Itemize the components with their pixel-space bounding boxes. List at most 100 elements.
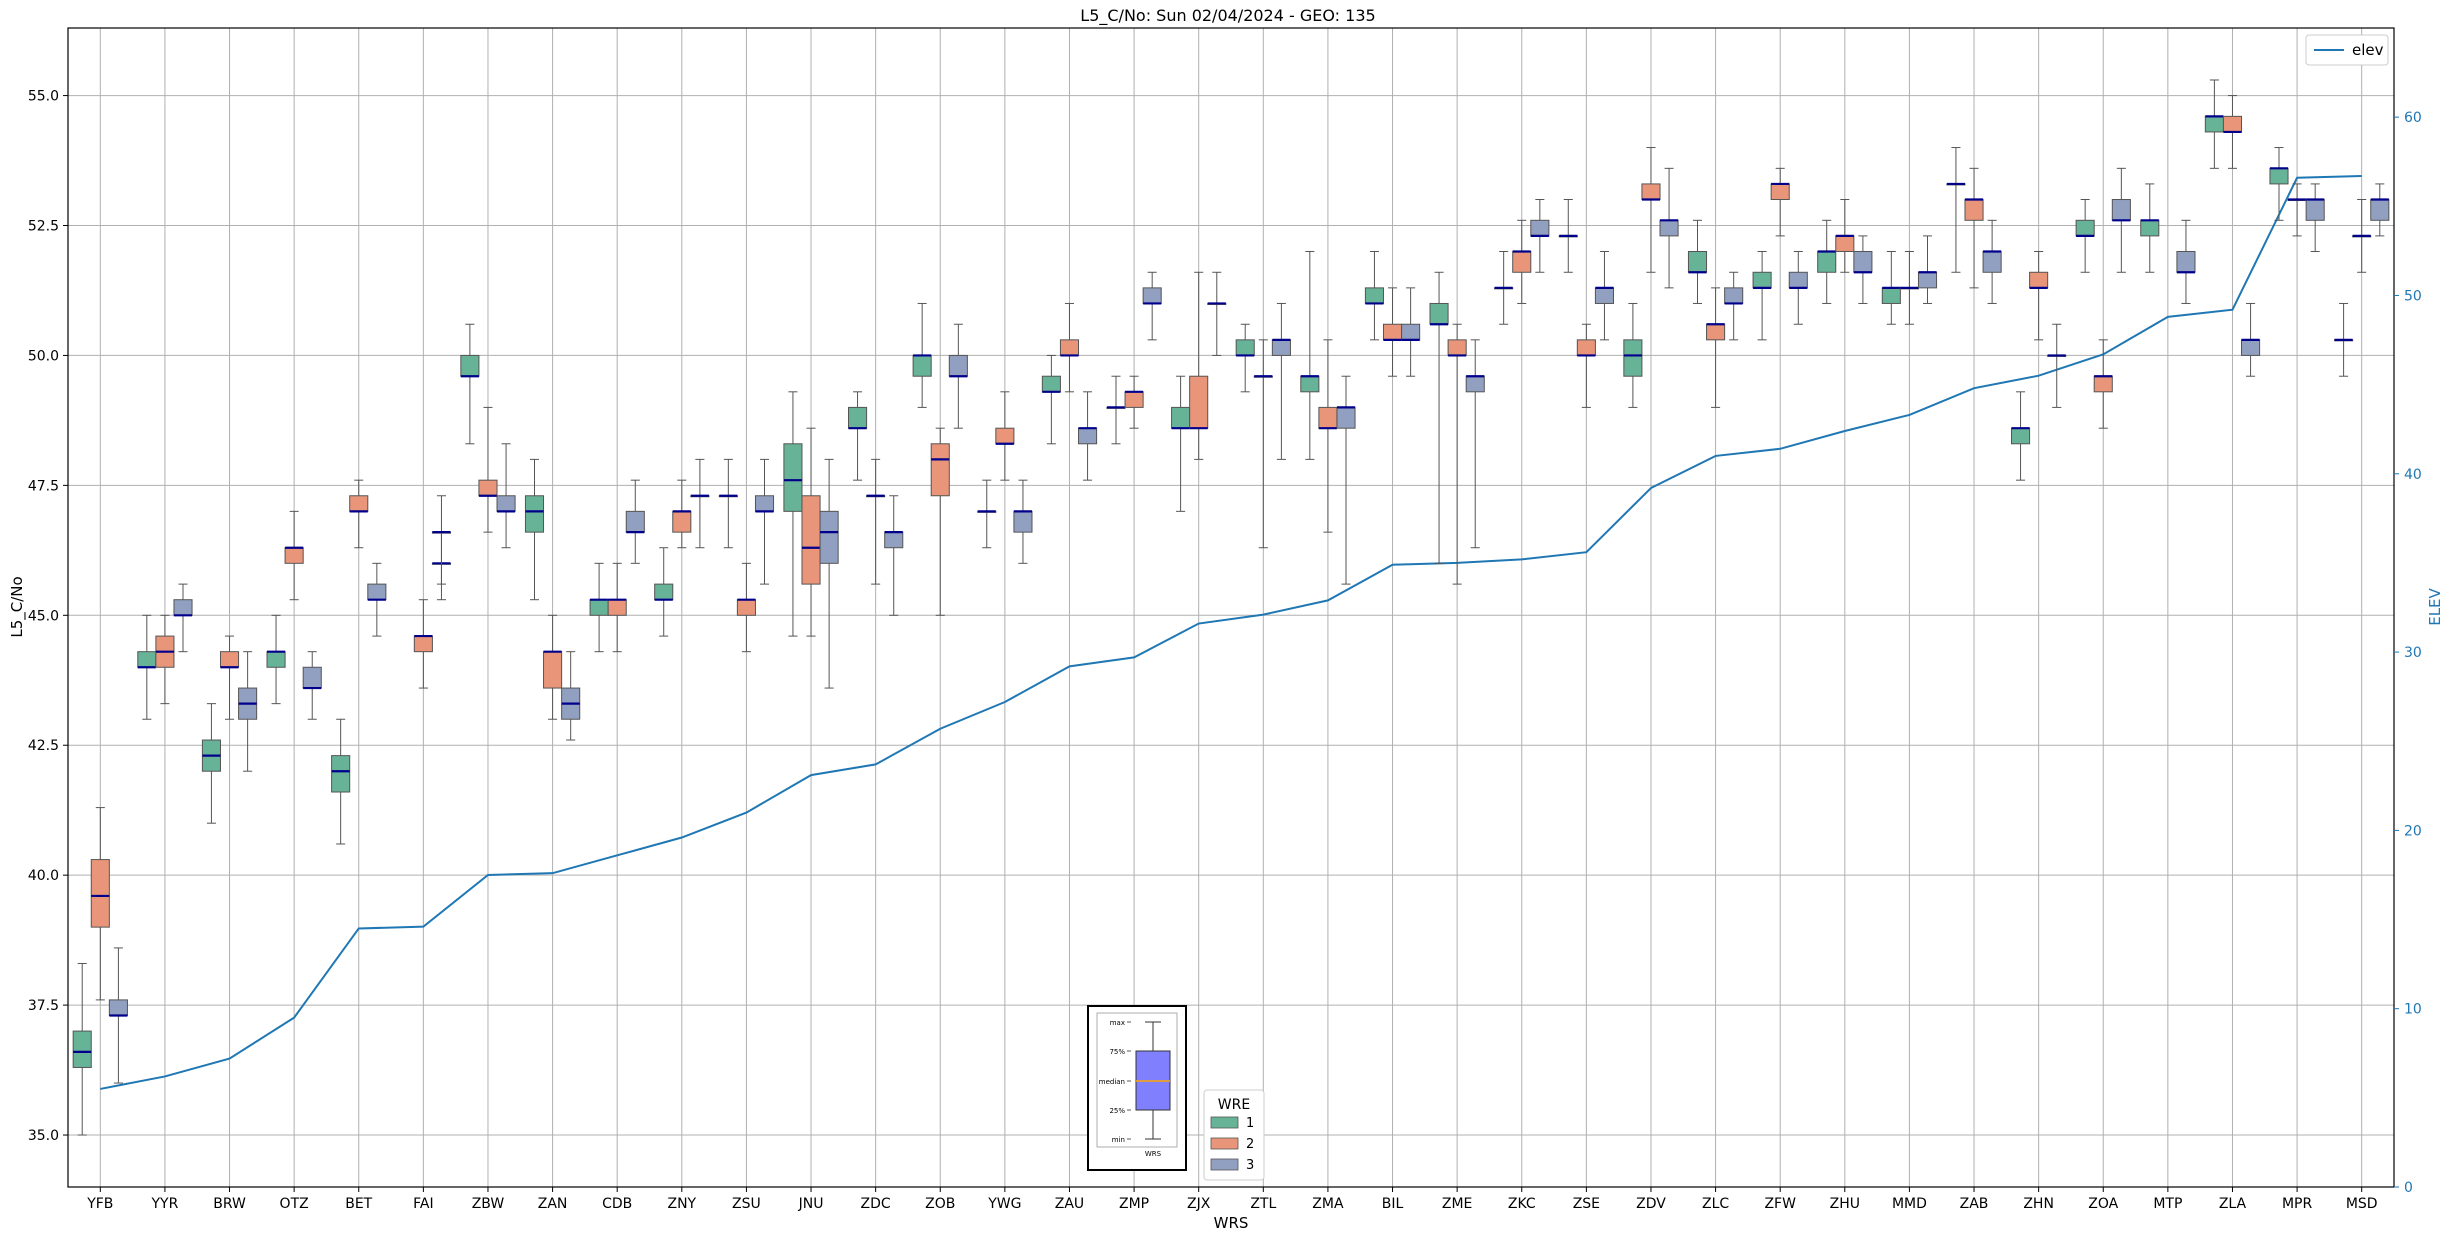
- y2-tick-label: 40: [2404, 467, 2422, 483]
- box-iqr: [2204, 115, 2224, 133]
- x-tick-label: ZDV: [1636, 1196, 1666, 1212]
- box-ZLA-wre-2: [2222, 95, 2243, 169]
- x-tick-label: BIL: [1382, 1196, 1404, 1212]
- box-iqr: [2140, 219, 2160, 237]
- wre-legend-label-3: 3: [1246, 1158, 1254, 1173]
- box-iqr: [783, 443, 803, 512]
- box-ZNY-wre-3: [690, 458, 710, 549]
- box-BRW-wre-3: [238, 651, 258, 772]
- box-iqr: [1530, 219, 1550, 237]
- box-ZBW-wre-1: [460, 323, 480, 445]
- box-iqr: [1641, 183, 1661, 201]
- box-YYR-wre-1: [137, 614, 157, 720]
- box-ZOB-wre-2: [930, 427, 950, 616]
- box-iqr: [543, 651, 563, 689]
- box-JNU-wre-3: [819, 458, 839, 689]
- box-BIL-wre-2: [1382, 287, 1403, 377]
- box-iqr: [496, 495, 516, 512]
- box-CDB-wre-2: [607, 562, 627, 653]
- wre-legend-title: WRE: [1218, 1097, 1250, 1113]
- box-iqr: [1623, 339, 1643, 377]
- x-tick-label: ZSU: [732, 1196, 761, 1212]
- box-BET-wre-1: [331, 718, 351, 845]
- box-ZDC-wre-1: [848, 391, 868, 481]
- box-MTP-wre-3: [2176, 219, 2196, 304]
- elev-legend: elev: [2305, 34, 2389, 66]
- box-ZAB-wre-3: [1982, 219, 2002, 304]
- box-iqr: [1142, 287, 1162, 304]
- box-iqr: [819, 510, 839, 564]
- box-ZSE-wre-1: [1558, 199, 1578, 273]
- box-iqr: [1917, 271, 1938, 289]
- box-iqr: [1189, 375, 1209, 429]
- box-CDB-wre-1: [589, 562, 609, 653]
- wre-legend-swatch-1: [1210, 1116, 1239, 1129]
- x-tick-layer: YFB YYR BRW OTZ BET FAI ZBW ZAN CDB ZNY ZSU JNU ZDC Z…: [86, 1187, 2378, 1212]
- box-YYR-wre-3: [173, 583, 193, 653]
- box-ZFW-wre-3: [1788, 250, 1808, 325]
- box-iqr: [1512, 250, 1532, 273]
- x-tick-label: ZLC: [1702, 1196, 1729, 1212]
- x-tick-label: BRW: [213, 1196, 246, 1212]
- x-tick-label: YYR: [150, 1196, 178, 1212]
- box-iqr: [1235, 339, 1255, 356]
- box-MSD-wre-1: [2334, 302, 2354, 377]
- box-ZDC-wre-3: [884, 495, 904, 616]
- elev-legend-frame: [2305, 34, 2389, 66]
- box-ZHU-wre-3: [1853, 235, 1873, 304]
- x-axis-label: WRS: [1214, 1214, 1249, 1232]
- box-BIL-wre-1: [1364, 250, 1384, 341]
- x-tick-label: ZMP: [1119, 1196, 1149, 1212]
- box-iqr: [1576, 339, 1596, 356]
- box-MMD-wre-2: [1899, 250, 1919, 325]
- box-OTZ-wre-1: [266, 614, 286, 705]
- box-iqr: [1318, 406, 1338, 429]
- elev-legend-label: elev: [2352, 41, 2384, 59]
- box-iqr: [137, 651, 157, 668]
- y-tick-label: 47.5: [28, 478, 59, 494]
- box-iqr: [2093, 375, 2113, 393]
- box-iqr: [1171, 406, 1191, 429]
- box-iqr: [1429, 302, 1449, 325]
- box-iqr: [1853, 250, 1873, 273]
- box-ZJX-wre-2: [1189, 271, 1209, 460]
- box-ZHN-wre-1: [2011, 391, 2031, 481]
- box-ZFW-wre-1: [1752, 250, 1772, 341]
- y-tick-label: 45.0: [28, 608, 59, 624]
- box-MPR-wre-1: [2269, 147, 2289, 221]
- box-iqr: [2305, 199, 2325, 221]
- box-OTZ-wre-3: [302, 651, 322, 720]
- box-ZME-wre-3: [1465, 339, 1485, 549]
- elev-line-layer: [100, 174, 2362, 1090]
- y-tick-label: 55.0: [28, 89, 59, 105]
- box-ZHN-wre-2: [2029, 250, 2049, 341]
- box-iqr: [2075, 219, 2095, 237]
- box-MMD-wre-3: [1917, 235, 1938, 304]
- box-iqr: [948, 354, 968, 377]
- inset-key-label: 25%: [1109, 1107, 1125, 1115]
- box-iqr: [1659, 219, 1679, 237]
- inset-key-label: min: [1112, 1136, 1125, 1144]
- box-ZMP-wre-3: [1142, 271, 1162, 341]
- box-ZLA-wre-1: [2204, 79, 2224, 169]
- box-iqr: [1788, 271, 1808, 289]
- box-ZNY-wre-2: [672, 479, 692, 549]
- box-iqr: [1382, 323, 1403, 341]
- box-ZLC-wre-3: [1724, 271, 1744, 341]
- y2-tick-label: 0: [2404, 1180, 2413, 1196]
- box-ZBW-wre-3: [496, 443, 516, 549]
- wre-legend-label-2: 2: [1246, 1137, 1254, 1152]
- box-iqr: [2029, 271, 2049, 289]
- box-ZSE-wre-3: [1594, 250, 1614, 341]
- box-iqr: [1336, 406, 1356, 429]
- x-tick-label: YWG: [987, 1196, 1021, 1212]
- y-tick-label: 50.0: [28, 348, 59, 364]
- box-ZKC-wre-1: [1494, 250, 1514, 325]
- box-ZFW-wre-2: [1770, 167, 1790, 237]
- box-iqr: [1013, 510, 1033, 533]
- box-ZTL-wre-2: [1253, 339, 1273, 549]
- box-ZAN-wre-1: [524, 458, 545, 601]
- x-tick-label: ZMA: [1312, 1196, 1344, 1212]
